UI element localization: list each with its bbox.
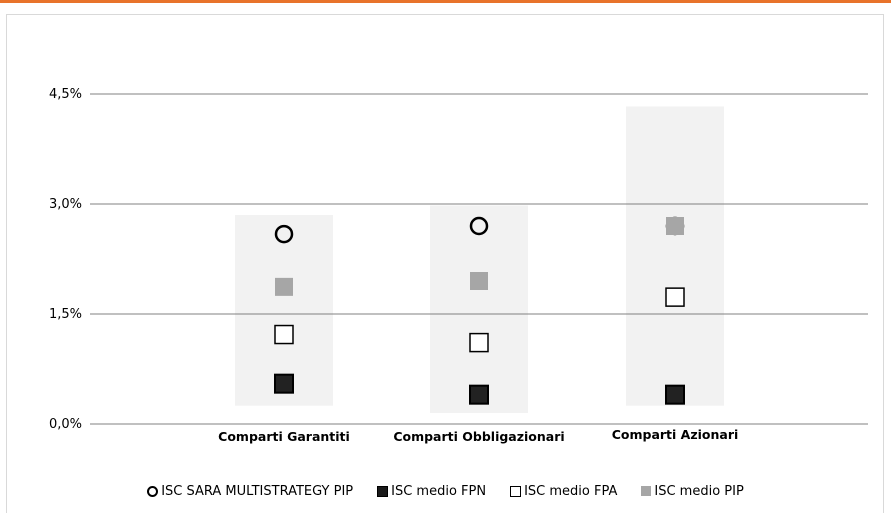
gray-square-marker-icon [641,486,652,496]
data-point-sara [469,216,489,236]
data-point-pip [275,277,293,296]
x-category-label: Comparti Azionari [612,427,739,442]
x-category-label: Comparti Garantiti [218,429,350,444]
data-point-fpa [274,324,294,345]
legend-label-fpa: ISC medio FPA [524,483,618,499]
header-accent-rule [0,0,891,3]
chart-plot: 0,0% 1,5% 3,0% 4,5% Comparti Garantiti Compar… [49,87,868,444]
chart-legend: ISC SARA MULTISTRATEGY PIP ISC medio FPN… [0,480,891,502]
data-point-fpa [469,332,489,353]
open-square-marker-icon [510,485,522,497]
y-tick-label: 0,0% [49,417,82,432]
y-tick-label: 3,0% [49,197,82,212]
filled-square-marker-icon [377,485,389,497]
data-point-pip [470,272,488,290]
data-point-fpn [469,384,489,405]
legend-item-sara: ISC SARA MULTISTRATEGY PIP [147,484,353,499]
range-band [626,106,724,406]
data-point-pip [666,217,684,235]
y-tick-label: 1,5% [49,307,82,322]
y-tick-label: 4,5% [49,87,82,102]
legend-item-pip: ISC medio PIP [641,483,744,499]
data-point-sara [274,224,294,244]
legend-item-fpa: ISC medio FPA [510,484,617,499]
data-point-fpn [665,384,685,405]
legend-item-fpn: ISC medio FPN [377,484,486,499]
legend-label-pip: ISC medio PIP [654,483,744,499]
chart-frame [6,14,884,513]
data-point-fpa [665,287,685,307]
range-band [430,205,528,413]
legend-label-fpn: ISC medio FPN [391,483,487,499]
open-circle-marker-icon [147,485,159,497]
legend-label-sara: ISC SARA MULTISTRATEGY PIP [161,483,354,499]
x-category-label: Comparti Obbligazionari [393,429,564,444]
data-point-fpn [274,373,294,394]
